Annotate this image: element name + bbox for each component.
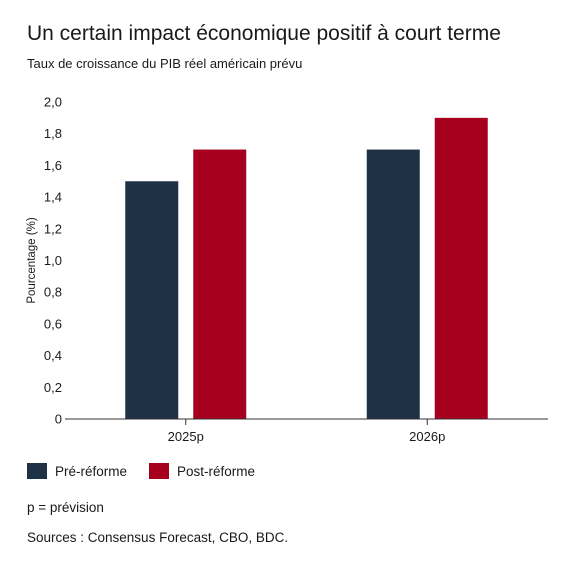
y-tick-label: 0,2 <box>44 380 62 395</box>
chart-subtitle: Taux de croissance du PIB réel américain… <box>27 56 303 71</box>
y-tick-label: 0,6 <box>44 316 62 331</box>
forecast-note: p = prévision <box>27 500 104 515</box>
y-tick-label: 2,0 <box>44 95 62 110</box>
y-tick-label: 0 <box>55 412 62 427</box>
legend-label-post: Post-réforme <box>177 463 256 479</box>
legend-swatch-pre <box>27 463 47 479</box>
bar-pre-2025p <box>125 181 179 419</box>
bar-post-2026p <box>434 117 488 419</box>
y-tick-label: 1,8 <box>44 126 62 141</box>
x-tick-label: 2026p <box>409 429 445 444</box>
y-tick-label: 1,2 <box>44 221 62 236</box>
legend-label-pre: Pré-réforme <box>55 463 128 479</box>
bar-post-2025p <box>193 149 247 420</box>
legend: Pré-réforme Post-réforme <box>27 463 277 479</box>
bar-chart: 0 0,2 0,4 0,6 0,8 1,0 1,2 1,4 1,6 1,8 2,0 Pourcenta… <box>26 95 548 444</box>
legend-item-post: Post-réforme <box>149 463 255 479</box>
y-tick-label: 1,0 <box>44 253 62 268</box>
y-tick-label: 1,6 <box>44 158 62 173</box>
y-tick-label: 0,4 <box>44 348 62 363</box>
x-tick-label: 2025p <box>168 429 204 444</box>
sources-note: Sources : Consensus Forecast, CBO, BDC. <box>27 530 289 545</box>
legend-swatch-post <box>149 463 170 479</box>
y-tick-label: 0,8 <box>44 285 62 300</box>
chart-title: Un certain impact économique positif à c… <box>27 22 501 45</box>
bar-pre-2026p <box>366 149 420 420</box>
y-tick-label: 1,4 <box>44 190 62 205</box>
legend-item-pre: Pré-réforme <box>27 463 127 479</box>
y-axis-label: Pourcentage (%) <box>26 217 38 303</box>
